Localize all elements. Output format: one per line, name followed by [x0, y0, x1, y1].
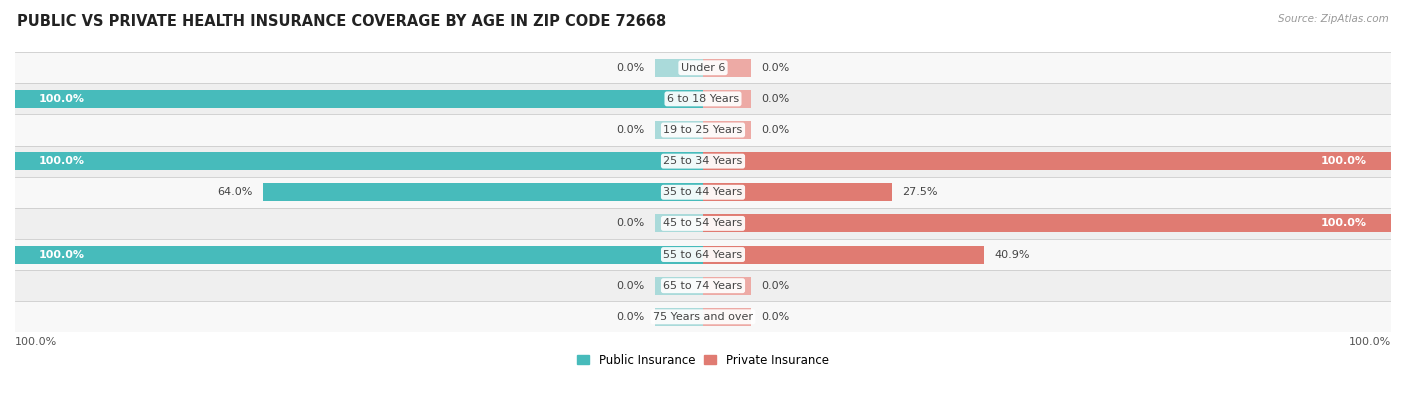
Text: 45 to 54 Years: 45 to 54 Years	[664, 218, 742, 228]
Text: 100.0%: 100.0%	[1320, 218, 1367, 228]
Text: 6 to 18 Years: 6 to 18 Years	[666, 94, 740, 104]
Bar	[655, 152, 703, 170]
Text: 0.0%: 0.0%	[762, 312, 790, 322]
Text: 100.0%: 100.0%	[39, 249, 86, 259]
Bar	[703, 90, 751, 108]
Bar	[703, 183, 751, 201]
Bar	[263, 183, 703, 201]
Bar	[655, 121, 703, 139]
Bar	[15, 152, 703, 170]
Text: 0.0%: 0.0%	[762, 63, 790, 73]
Bar	[703, 245, 751, 263]
Bar	[15, 114, 1391, 145]
Text: 65 to 74 Years: 65 to 74 Years	[664, 281, 742, 291]
Text: Source: ZipAtlas.com: Source: ZipAtlas.com	[1278, 14, 1389, 24]
Bar	[703, 214, 751, 233]
Text: 100.0%: 100.0%	[15, 337, 58, 347]
Text: 55 to 64 Years: 55 to 64 Years	[664, 249, 742, 259]
Bar	[15, 145, 1391, 177]
Text: 100.0%: 100.0%	[39, 156, 86, 166]
Text: 0.0%: 0.0%	[616, 218, 644, 228]
Bar	[15, 83, 1391, 114]
Text: 19 to 25 Years: 19 to 25 Years	[664, 125, 742, 135]
Text: 0.0%: 0.0%	[762, 125, 790, 135]
Text: 35 to 44 Years: 35 to 44 Years	[664, 187, 742, 197]
Bar	[703, 59, 751, 77]
Bar	[703, 152, 1391, 170]
Text: 0.0%: 0.0%	[616, 312, 644, 322]
Text: 27.5%: 27.5%	[903, 187, 938, 197]
Bar	[703, 308, 751, 326]
Bar	[15, 208, 1391, 239]
Bar	[703, 183, 893, 201]
Bar	[655, 183, 703, 201]
Bar	[703, 245, 984, 263]
Text: 100.0%: 100.0%	[1348, 337, 1391, 347]
Bar	[15, 90, 703, 108]
Text: PUBLIC VS PRIVATE HEALTH INSURANCE COVERAGE BY AGE IN ZIP CODE 72668: PUBLIC VS PRIVATE HEALTH INSURANCE COVER…	[17, 14, 666, 29]
Bar	[15, 177, 1391, 208]
Bar	[15, 52, 1391, 83]
Text: Under 6: Under 6	[681, 63, 725, 73]
Text: 40.9%: 40.9%	[994, 249, 1031, 259]
Bar	[15, 245, 703, 263]
Bar	[655, 245, 703, 263]
Bar	[15, 239, 1391, 270]
Text: 64.0%: 64.0%	[217, 187, 252, 197]
Bar	[655, 59, 703, 77]
Text: 25 to 34 Years: 25 to 34 Years	[664, 156, 742, 166]
Legend: Public Insurance, Private Insurance: Public Insurance, Private Insurance	[572, 349, 834, 371]
Text: 0.0%: 0.0%	[762, 94, 790, 104]
Text: 0.0%: 0.0%	[616, 63, 644, 73]
Bar	[15, 301, 1391, 332]
Bar	[703, 152, 751, 170]
Bar	[655, 90, 703, 108]
Bar	[703, 277, 751, 295]
Bar	[655, 214, 703, 233]
Bar	[655, 277, 703, 295]
Text: 0.0%: 0.0%	[616, 125, 644, 135]
Bar	[655, 308, 703, 326]
Bar	[703, 214, 1391, 233]
Text: 0.0%: 0.0%	[616, 281, 644, 291]
Text: 75 Years and over: 75 Years and over	[652, 312, 754, 322]
Text: 100.0%: 100.0%	[39, 94, 86, 104]
Text: 100.0%: 100.0%	[1320, 156, 1367, 166]
Bar	[703, 121, 751, 139]
Bar	[15, 270, 1391, 301]
Text: 0.0%: 0.0%	[762, 281, 790, 291]
